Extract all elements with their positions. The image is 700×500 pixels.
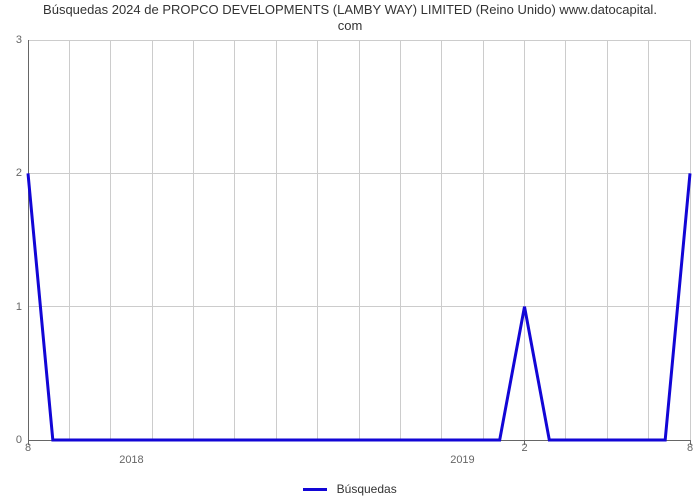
line-series bbox=[28, 40, 690, 440]
series-polyline bbox=[28, 173, 690, 440]
y-tick-label: 2 bbox=[16, 167, 22, 179]
x-tick-major-label: 2018 bbox=[119, 454, 143, 466]
legend-swatch bbox=[303, 488, 327, 491]
y-tick-label: 0 bbox=[16, 434, 22, 446]
chart-title: Búsquedas 2024 de PROPCO DEVELOPMENTS (L… bbox=[0, 2, 700, 35]
y-tick-label: 3 bbox=[16, 34, 22, 46]
x-tick-minor-label: 8 bbox=[25, 442, 31, 454]
x-tick-minor-label: 2 bbox=[521, 442, 527, 454]
legend-label: Búsquedas bbox=[337, 482, 397, 496]
legend: Búsquedas bbox=[0, 482, 700, 496]
y-tick-label: 1 bbox=[16, 301, 22, 313]
x-tick-minor-label: 8 bbox=[687, 442, 693, 454]
x-tick-major-label: 2019 bbox=[450, 454, 474, 466]
title-line2: com bbox=[338, 18, 363, 33]
title-line1: Búsquedas 2024 de PROPCO DEVELOPMENTS (L… bbox=[43, 2, 657, 17]
plot-area: 012382820182019 bbox=[28, 40, 690, 440]
chart-container: { "chart": { "type": "line", "title_line… bbox=[0, 0, 700, 500]
